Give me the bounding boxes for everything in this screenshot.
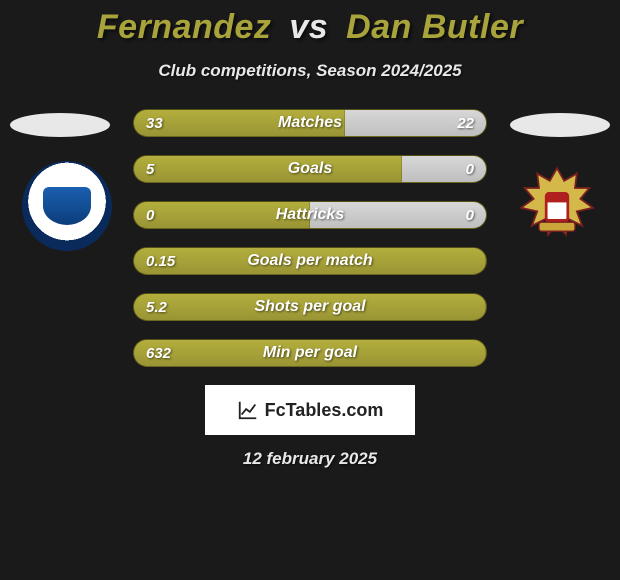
bar-fill-left <box>134 294 486 320</box>
stat-bars: Matches3322 Goals50 Hattricks00 Goals per m… <box>133 109 487 367</box>
bar-fill-left <box>134 248 486 274</box>
stat-row-matches: Matches3322 <box>133 109 487 137</box>
bar-fill-left <box>134 156 402 182</box>
club-crest-right <box>512 161 602 251</box>
bar-fill-left <box>134 202 310 228</box>
club-crest-right-icon <box>512 161 602 251</box>
player-left-avatar <box>10 113 110 137</box>
brand-badge: FcTables.com <box>205 385 415 435</box>
player-right-avatar <box>510 113 610 137</box>
stat-row-min-per-goal: Min per goal632 <box>133 339 487 367</box>
brand-text: FcTables.com <box>265 400 384 421</box>
bar-fill-right <box>402 156 486 182</box>
club-crest-left-shield <box>43 187 91 225</box>
stat-row-goals: Goals50 <box>133 155 487 183</box>
brand-chart-icon <box>237 399 259 421</box>
bar-fill-right <box>345 110 486 136</box>
bar-fill-right <box>310 202 486 228</box>
stat-row-shots-per-goal: Shots per goal5.2 <box>133 293 487 321</box>
stat-row-goals-per-match: Goals per match0.15 <box>133 247 487 275</box>
comparison-title: Fernandez vs Dan Butler <box>0 0 620 47</box>
player-right-name: Dan Butler <box>346 8 523 46</box>
season-subtitle: Club competitions, Season 2024/2025 <box>0 61 620 81</box>
player-left-name: Fernandez <box>97 8 272 46</box>
comparison-arena: Matches3322 Goals50 Hattricks00 Goals per m… <box>0 109 620 367</box>
vs-label: vs <box>289 8 328 46</box>
club-crest-left <box>22 161 112 251</box>
bar-fill-left <box>134 110 345 136</box>
bar-fill-left <box>134 340 486 366</box>
stat-row-hattricks: Hattricks00 <box>133 201 487 229</box>
footer-date: 12 february 2025 <box>0 449 620 469</box>
